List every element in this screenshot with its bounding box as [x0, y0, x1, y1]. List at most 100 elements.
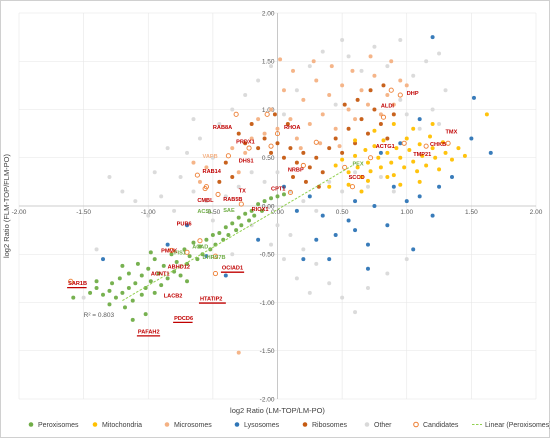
point-other — [288, 232, 293, 237]
legend-label: Mitochondria — [102, 422, 142, 429]
point-candidates — [423, 143, 429, 149]
legend-marker — [413, 421, 419, 428]
point-candidates — [168, 247, 175, 253]
point-peroxisomes — [130, 317, 135, 322]
point-peroxisomes — [94, 279, 99, 284]
point-peroxisomes — [275, 194, 280, 199]
gene-label: CHKB — [430, 142, 446, 148]
point-other — [404, 112, 409, 117]
point-peroxisomes — [120, 263, 125, 268]
point-other — [346, 54, 351, 59]
point-ribosomes — [385, 136, 390, 141]
point-peroxisomes — [148, 279, 153, 284]
point-peroxisomes — [165, 276, 170, 281]
point-peroxisomes — [94, 286, 99, 291]
point-mitochondria — [398, 155, 403, 160]
point-ribosomes — [333, 136, 338, 141]
point-mitochondria — [359, 175, 364, 180]
gene-label: PRDX1 — [236, 139, 255, 145]
point-other — [152, 170, 157, 175]
point-peroxisomes — [143, 312, 148, 317]
point-candidates — [342, 164, 348, 170]
gene-label: NRBP — [288, 167, 304, 173]
point-mitochondria — [333, 163, 338, 168]
point-microsomes — [385, 93, 390, 98]
point-microsomes — [398, 78, 403, 83]
point-other — [398, 38, 403, 43]
point-peroxisomes — [281, 192, 286, 197]
point-other — [81, 295, 86, 300]
point-ribosomes — [316, 184, 321, 189]
point-lysosomes — [430, 35, 435, 40]
trendline — [122, 165, 353, 302]
point-mitochondria — [327, 184, 332, 189]
point-candidates — [68, 278, 74, 284]
gene-label: ALDI — [381, 104, 394, 110]
point-other — [281, 257, 286, 262]
x-tick-label: 1.50 — [465, 209, 478, 216]
gene-label: ACSL — [197, 209, 213, 215]
point-other — [120, 189, 125, 194]
axes — [19, 13, 536, 399]
point-microsomes — [249, 136, 254, 141]
gene-label: PUR6 — [177, 221, 192, 227]
point-peroxisomes — [117, 276, 122, 281]
y-tick-label: -1.50 — [260, 348, 275, 355]
legend-marker — [234, 422, 240, 427]
point-mitochondria — [440, 140, 445, 145]
point-ribosomes — [223, 160, 228, 165]
legend-marker — [364, 422, 370, 427]
point-lysosomes — [301, 257, 306, 262]
point-other — [269, 242, 274, 247]
point-other — [340, 189, 345, 194]
point-peroxisomes — [126, 286, 131, 291]
point-mitochondria — [411, 126, 416, 131]
point-ribosomes — [262, 136, 267, 141]
gene-label: PEX — [352, 161, 363, 167]
point-lysosomes — [449, 175, 454, 180]
point-mitochondria — [353, 138, 358, 143]
point-candidates — [397, 92, 403, 98]
point-lysosomes — [471, 95, 476, 100]
point-lysosomes — [411, 247, 416, 252]
point-lysosomes — [281, 184, 286, 189]
point-ribosomes — [275, 141, 280, 146]
gene-label: VAPB — [203, 154, 218, 160]
point-microsomes — [340, 83, 345, 88]
gene-label: CPT1 — [271, 187, 285, 193]
gene-label: FIS1 — [174, 250, 186, 256]
point-other — [294, 88, 299, 93]
point-peroxisomes — [113, 295, 118, 300]
point-lysosomes — [404, 199, 409, 204]
point-other — [159, 194, 164, 199]
point-other — [204, 199, 209, 204]
point-other — [314, 261, 319, 266]
point-ribosomes — [314, 155, 319, 160]
point-lysosomes — [365, 266, 370, 271]
point-ribosomes — [303, 179, 308, 184]
x-tick-label: -2.00 — [12, 209, 27, 216]
point-microsomes — [197, 179, 202, 184]
point-peroxisomes — [139, 273, 144, 278]
point-other — [243, 93, 248, 98]
point-peroxisomes — [262, 199, 267, 204]
point-microsomes — [368, 54, 373, 59]
point-ribosomes — [272, 112, 277, 117]
legend-label: Peroxisomes — [38, 422, 79, 429]
point-mitochondria — [391, 173, 396, 178]
point-peroxisomes — [88, 290, 93, 295]
point-candidates — [445, 140, 451, 146]
point-other — [437, 121, 442, 126]
point-peroxisomes — [71, 295, 76, 300]
point-microsomes — [291, 68, 296, 73]
point-microsomes — [391, 102, 396, 107]
point-peroxisomes — [252, 213, 257, 218]
trendline-group — [122, 165, 353, 302]
point-microsomes — [191, 160, 196, 165]
x-tick-label: 0.50 — [336, 209, 349, 216]
point-ribosomes — [381, 83, 386, 88]
point-mitochondria — [398, 182, 403, 187]
legend-label: Lysosomes — [244, 422, 280, 429]
point-ribosomes — [307, 165, 312, 170]
